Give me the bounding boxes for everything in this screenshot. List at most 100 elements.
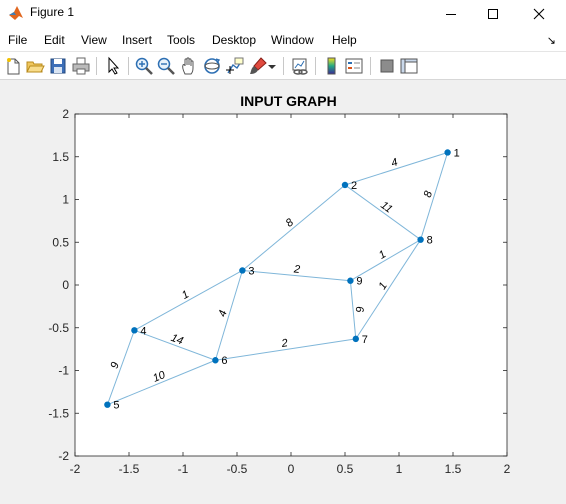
legend-icon[interactable] bbox=[344, 56, 364, 76]
edge-weight-group: 4 bbox=[390, 156, 399, 169]
maximize-button[interactable] bbox=[470, 0, 516, 28]
node-label: 7 bbox=[362, 334, 368, 346]
graph-node[interactable] bbox=[352, 335, 359, 343]
graph-node[interactable] bbox=[347, 277, 354, 284]
zoom-out-icon[interactable] bbox=[156, 56, 176, 76]
graph-edge bbox=[420, 152, 449, 240]
x-tick-label: -1 bbox=[178, 462, 189, 476]
node-label: 1 bbox=[454, 147, 460, 159]
edge-weight-label: 2 bbox=[292, 263, 300, 276]
graph-node[interactable] bbox=[341, 181, 349, 189]
node-label: 6 bbox=[221, 355, 227, 367]
zoom-in-icon[interactable] bbox=[134, 56, 154, 76]
figure-toolbar bbox=[0, 52, 566, 80]
window-title: Figure 1 bbox=[30, 5, 75, 19]
node-label: 5 bbox=[113, 400, 119, 412]
edge-weight-group: 8 bbox=[422, 189, 436, 199]
pointer-icon[interactable] bbox=[103, 56, 123, 76]
minimize-button[interactable] bbox=[428, 0, 474, 28]
print-icon[interactable] bbox=[71, 56, 91, 76]
matlab-logo-icon bbox=[9, 6, 23, 20]
edge-weight-label: 4 bbox=[217, 309, 230, 318]
graph-edge bbox=[242, 269, 351, 282]
minimize-icon bbox=[446, 14, 456, 15]
menu-desktop[interactable]: Desktop bbox=[212, 33, 257, 47]
menu-edit[interactable]: Edit bbox=[44, 33, 65, 47]
menu-window[interactable]: Window bbox=[271, 33, 314, 47]
x-tick-label: 0.5 bbox=[337, 462, 354, 476]
y-tick-label: -1 bbox=[58, 364, 69, 378]
edge-weight-label: 1 bbox=[377, 248, 388, 261]
node-label: 9 bbox=[356, 276, 362, 288]
edge-weight-group: 11 bbox=[378, 199, 394, 215]
edge-weight-label: 1 bbox=[180, 288, 191, 301]
graph-node[interactable] bbox=[104, 401, 111, 408]
y-tick-label: 0 bbox=[62, 278, 69, 292]
graph-edge bbox=[107, 359, 216, 406]
menu-insert[interactable]: Insert bbox=[122, 33, 153, 47]
open-file-icon[interactable] bbox=[25, 56, 45, 76]
y-tick-label: -2 bbox=[58, 449, 69, 463]
show-plot-tools-icon[interactable] bbox=[399, 56, 419, 76]
edge-weight-group: 1 bbox=[180, 288, 191, 301]
colorbar-icon[interactable] bbox=[322, 56, 342, 76]
brush-dropdown-icon[interactable] bbox=[266, 56, 278, 76]
link-plot-icon[interactable] bbox=[290, 56, 310, 76]
toolbar-separator bbox=[128, 57, 129, 75]
graph-edge bbox=[355, 239, 422, 340]
graph-plot[interactable]: INPUT GRAPH -2 -1.5 -1 -0.5 0 0.5 1 1.5 2 2 1.5 1 0.… bbox=[0, 80, 566, 504]
edge-weight-label: 8 bbox=[422, 189, 436, 199]
x-tick-label: 1.5 bbox=[445, 462, 462, 476]
rotate-3d-icon[interactable] bbox=[202, 56, 222, 76]
graph-edge bbox=[214, 270, 243, 361]
axes-box[interactable] bbox=[74, 113, 508, 457]
figure-canvas: INPUT GRAPH -2 -1.5 -1 -0.5 0 0.5 1 1.5 2 2 1.5 1 0.… bbox=[0, 80, 566, 504]
menu-help[interactable]: Help bbox=[332, 33, 357, 47]
edge-weight-label: 10 bbox=[151, 369, 168, 385]
graph-edge bbox=[349, 280, 357, 339]
graph-node[interactable] bbox=[444, 149, 451, 156]
graph-node[interactable] bbox=[239, 267, 246, 274]
node-label: 8 bbox=[427, 235, 433, 247]
graph-edge bbox=[215, 338, 356, 361]
close-button[interactable] bbox=[516, 0, 562, 28]
edge-weight-group: 2 bbox=[292, 263, 300, 276]
hide-plot-tools-icon[interactable] bbox=[377, 56, 397, 76]
edge-weight-group: 1 bbox=[377, 248, 388, 261]
pan-icon[interactable] bbox=[179, 56, 199, 76]
edge-weight-label: 14 bbox=[169, 332, 185, 348]
menu-view[interactable]: View bbox=[81, 33, 107, 47]
menu-file[interactable]: File bbox=[8, 33, 28, 47]
graph-node[interactable] bbox=[417, 236, 424, 243]
node-label: 4 bbox=[140, 325, 146, 337]
graph-edge bbox=[344, 151, 448, 186]
edge-weight-group: 9 bbox=[109, 361, 122, 371]
edge-weight-group: 4 bbox=[217, 309, 230, 318]
maximize-icon bbox=[488, 9, 498, 19]
graph-edge bbox=[134, 329, 216, 361]
x-tick-label: -0.5 bbox=[227, 462, 248, 476]
x-tick-label: 2 bbox=[504, 462, 511, 476]
x-tick-label: -1.5 bbox=[119, 462, 140, 476]
toolbar-separator bbox=[370, 57, 371, 75]
edge-weight-label: 11 bbox=[378, 199, 394, 215]
edge-weight-label: 9 bbox=[109, 361, 122, 371]
y-tick-label: 1 bbox=[62, 193, 69, 207]
title-bar: Figure 1 bbox=[0, 0, 566, 28]
menu-dock-arrow-icon[interactable]: ↘ bbox=[546, 35, 556, 47]
graph-node[interactable] bbox=[212, 357, 219, 364]
brush-icon[interactable] bbox=[248, 56, 268, 76]
edge-weight-label: 1 bbox=[376, 280, 389, 292]
data-cursor-icon[interactable] bbox=[225, 56, 245, 76]
edge-weight-group: 14 bbox=[169, 332, 185, 348]
x-tick-label: 0 bbox=[288, 462, 295, 476]
graph-edge bbox=[106, 330, 135, 405]
node-label: 2 bbox=[351, 180, 357, 192]
y-tick-label: 0.5 bbox=[52, 235, 69, 249]
new-figure-icon[interactable] bbox=[3, 56, 23, 76]
save-icon[interactable] bbox=[48, 56, 68, 76]
graph-edge bbox=[350, 239, 421, 282]
graph-node[interactable] bbox=[131, 327, 138, 334]
menu-tools[interactable]: Tools bbox=[167, 33, 196, 47]
node-label: 3 bbox=[248, 265, 254, 277]
